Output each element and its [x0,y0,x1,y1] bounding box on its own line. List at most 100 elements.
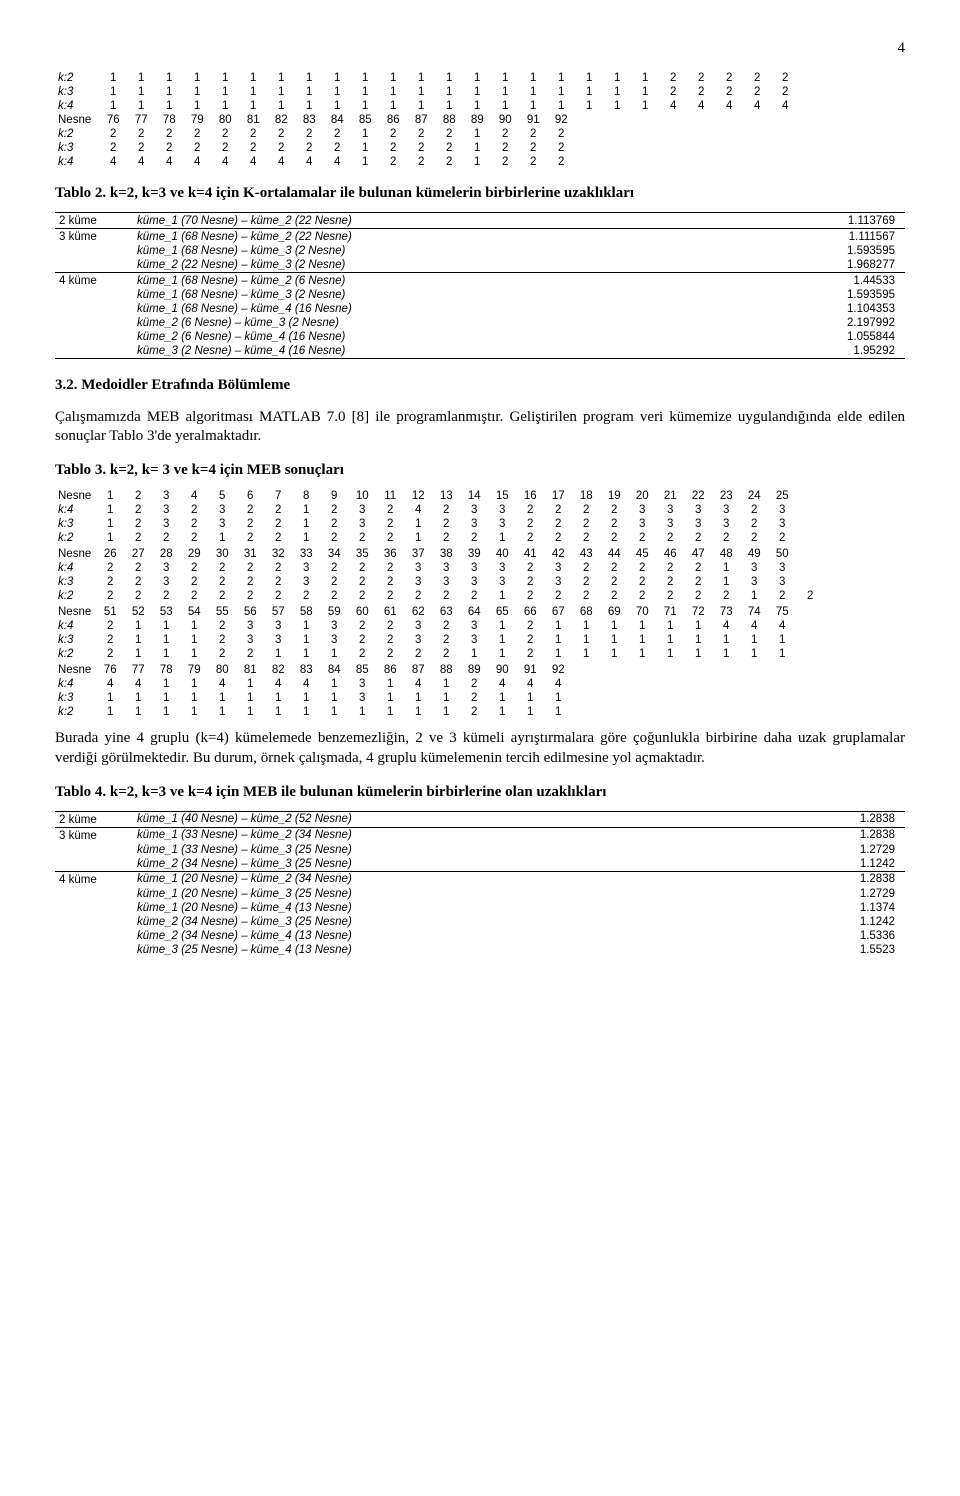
pair-label: küme_1 (70 Nesne) – küme_2 (22 Nesne) [133,213,737,229]
data-cell: 4 [659,99,687,113]
data-cell: 2 [236,503,264,517]
data-cell: 2 [768,589,796,603]
data-cell [715,155,743,169]
data-cell [715,141,743,155]
data-cell: 1 [544,619,572,633]
header-cell: 68 [572,603,600,619]
data-cell [684,705,712,719]
data-cell: 90 [491,113,519,127]
data-cell: 2 [292,589,320,603]
data-cell [656,677,684,691]
distance-value: 1.104353 [737,302,905,316]
data-cell: 1 [292,691,320,705]
data-cell: 2 [152,531,180,545]
data-cell: 77 [127,113,155,127]
data-cell: 1 [740,589,768,603]
data-cell: 2 [516,619,544,633]
data-cell: 1 [211,99,239,113]
data-cell: 2 [99,141,127,155]
data-cell: 2 [740,517,768,531]
data-cell: 2 [656,589,684,603]
data-cell: 3 [404,561,432,575]
group-label: 2 küme [55,213,133,229]
data-cell: 2 [544,503,572,517]
header-cell: 42 [544,545,572,561]
header-cell [684,661,712,677]
data-cell: 2 [127,127,155,141]
distance-value: 1.055844 [737,330,905,344]
row-label: Nesne [55,603,96,619]
data-cell [768,705,796,719]
data-cell: 2 [208,575,236,589]
data-cell: 3 [656,517,684,531]
data-cell: 2 [743,85,771,99]
data-cell: 3 [740,561,768,575]
data-cell: 1 [320,677,348,691]
pair-label: küme_2 (34 Nesne) – küme_3 (25 Nesne) [133,915,765,929]
data-cell: 1 [404,691,432,705]
data-cell: 1 [656,647,684,661]
header-cell: 29 [180,545,208,561]
data-cell: 1 [491,85,519,99]
data-cell [684,677,712,691]
data-cell: 4 [295,155,323,169]
data-cell: 2 [491,155,519,169]
data-cell: 1 [407,99,435,113]
data-cell: 3 [404,633,432,647]
group-label [55,344,133,359]
data-cell: 1 [351,85,379,99]
data-cell: 1 [124,633,152,647]
header-cell: 89 [460,661,488,677]
data-cell: 1 [236,691,264,705]
header-cell: 28 [152,545,180,561]
data-cell [768,677,796,691]
data-cell: 2 [155,141,183,155]
data-cell [740,705,768,719]
group-label [55,258,133,273]
data-cell: 2 [267,141,295,155]
data-cell: 2 [239,127,267,141]
data-cell: 3 [684,517,712,531]
data-cell: 2 [348,531,376,545]
data-cell: 1 [572,633,600,647]
data-cell: 1 [267,71,295,85]
header-cell: 31 [236,545,264,561]
data-cell: 2 [715,85,743,99]
data-cell: 1 [379,85,407,99]
data-cell: 1 [323,99,351,113]
header-cell: 58 [292,603,320,619]
distance-value: 1.5336 [765,929,905,943]
data-cell: 2 [600,531,628,545]
data-cell: 2 [572,589,600,603]
data-cell: 2 [460,531,488,545]
data-cell: 2 [264,561,292,575]
data-cell: 2 [519,155,547,169]
data-cell [743,113,771,127]
data-cell: 2 [516,575,544,589]
data-cell: 2 [684,575,712,589]
data-cell: 2 [376,647,404,661]
row-label: k:4 [55,503,96,517]
header-cell: 90 [488,661,516,677]
data-cell: 1 [295,99,323,113]
data-cell: 87 [407,113,435,127]
data-cell: 2 [547,127,575,141]
data-cell: 4 [267,155,295,169]
data-cell: 3 [712,503,740,517]
data-cell: 1 [180,633,208,647]
header-cell: 45 [628,545,656,561]
data-cell: 2 [435,155,463,169]
header-cell: 72 [684,603,712,619]
header-cell: 84 [320,661,348,677]
header-cell: 56 [236,603,264,619]
data-cell: 2 [684,589,712,603]
paragraph-1: Çalışmamızda MEB algoritması MATLAB 7.0 … [55,408,905,446]
header-cell: 86 [376,661,404,677]
data-cell: 2 [183,141,211,155]
pair-label: küme_3 (2 Nesne) – küme_4 (16 Nesne) [133,344,737,359]
header-cell: 8 [292,489,320,503]
data-cell: 1 [351,99,379,113]
data-cell: 3 [460,619,488,633]
data-cell: 2 [180,561,208,575]
data-cell: 2 [264,503,292,517]
